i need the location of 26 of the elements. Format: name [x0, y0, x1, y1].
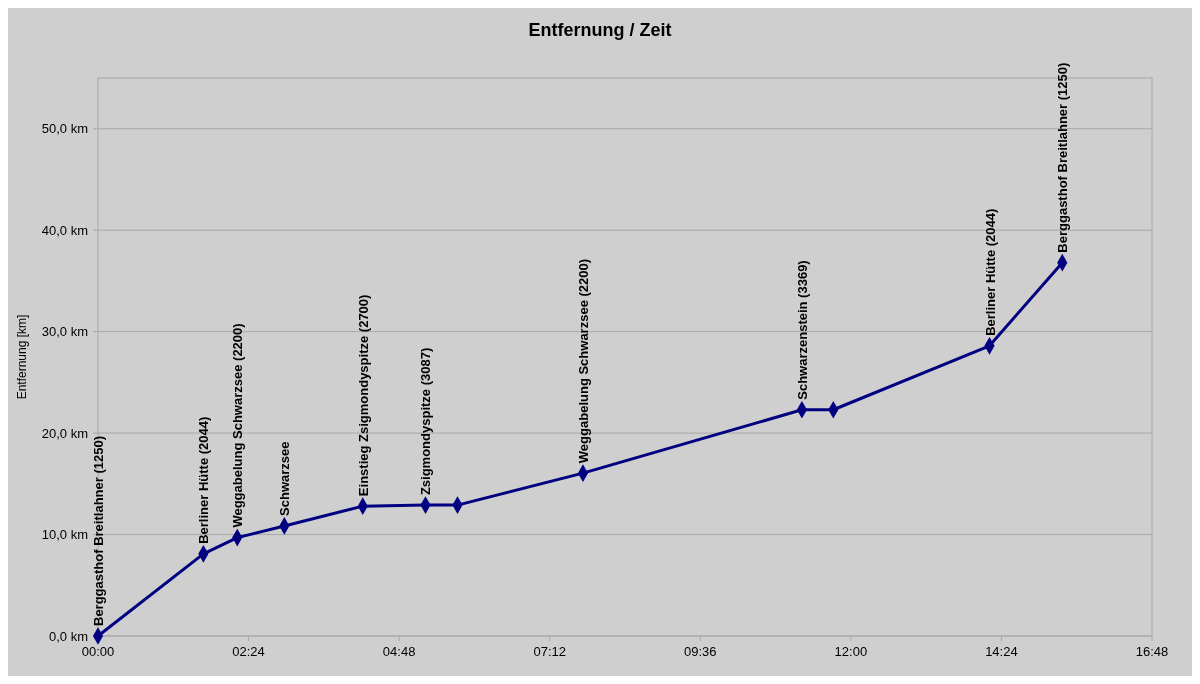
annotation: Zsigmondyspitze (3087) [418, 347, 434, 496]
y-axis-title: Entfernung [km] [15, 314, 29, 400]
y-tick-label: 40,0 km [41, 222, 88, 238]
x-tick-label: 00:00 [81, 644, 115, 659]
y-tick-label: 20,0 km [41, 425, 88, 441]
chart-title: Entfernung / Zeit [528, 20, 672, 40]
y-tick-label: 10,0 km [41, 527, 88, 543]
x-tick-label: 14:24 [985, 644, 1018, 659]
annotation: Berliner Hütte (2044) [982, 208, 998, 336]
x-tick-label: 16:48 [1135, 644, 1169, 659]
annotation: Berggasthof Breitlahner (1250) [91, 436, 106, 626]
annotation: Weggabelung Schwarzsee (2200) [575, 258, 591, 464]
x-tick-label: 02:24 [232, 644, 265, 659]
annotation: Schwarzsee [277, 441, 293, 516]
x-tick-label: 09:36 [684, 644, 717, 659]
x-tick-label: 04:48 [382, 644, 416, 659]
annotation: Schwarzenstein (3369) [794, 260, 810, 400]
annotation: Berliner Hütte (2044) [196, 416, 212, 544]
y-tick-label: 0,0 km [48, 628, 88, 644]
annotation: Weggabelung Schwarzsee (2200) [230, 323, 246, 528]
y-tick-label: 50,0 km [41, 121, 88, 137]
x-tick-label: 12:00 [834, 644, 868, 659]
annotation: Einstieg Zsigmondyspitze (2700) [355, 294, 371, 497]
y-tick-label: 30,0 km [41, 324, 88, 340]
x-tick-label: 07:12 [533, 644, 566, 659]
annotation: Berggasthof Breitlahner (1250) [1055, 62, 1071, 253]
